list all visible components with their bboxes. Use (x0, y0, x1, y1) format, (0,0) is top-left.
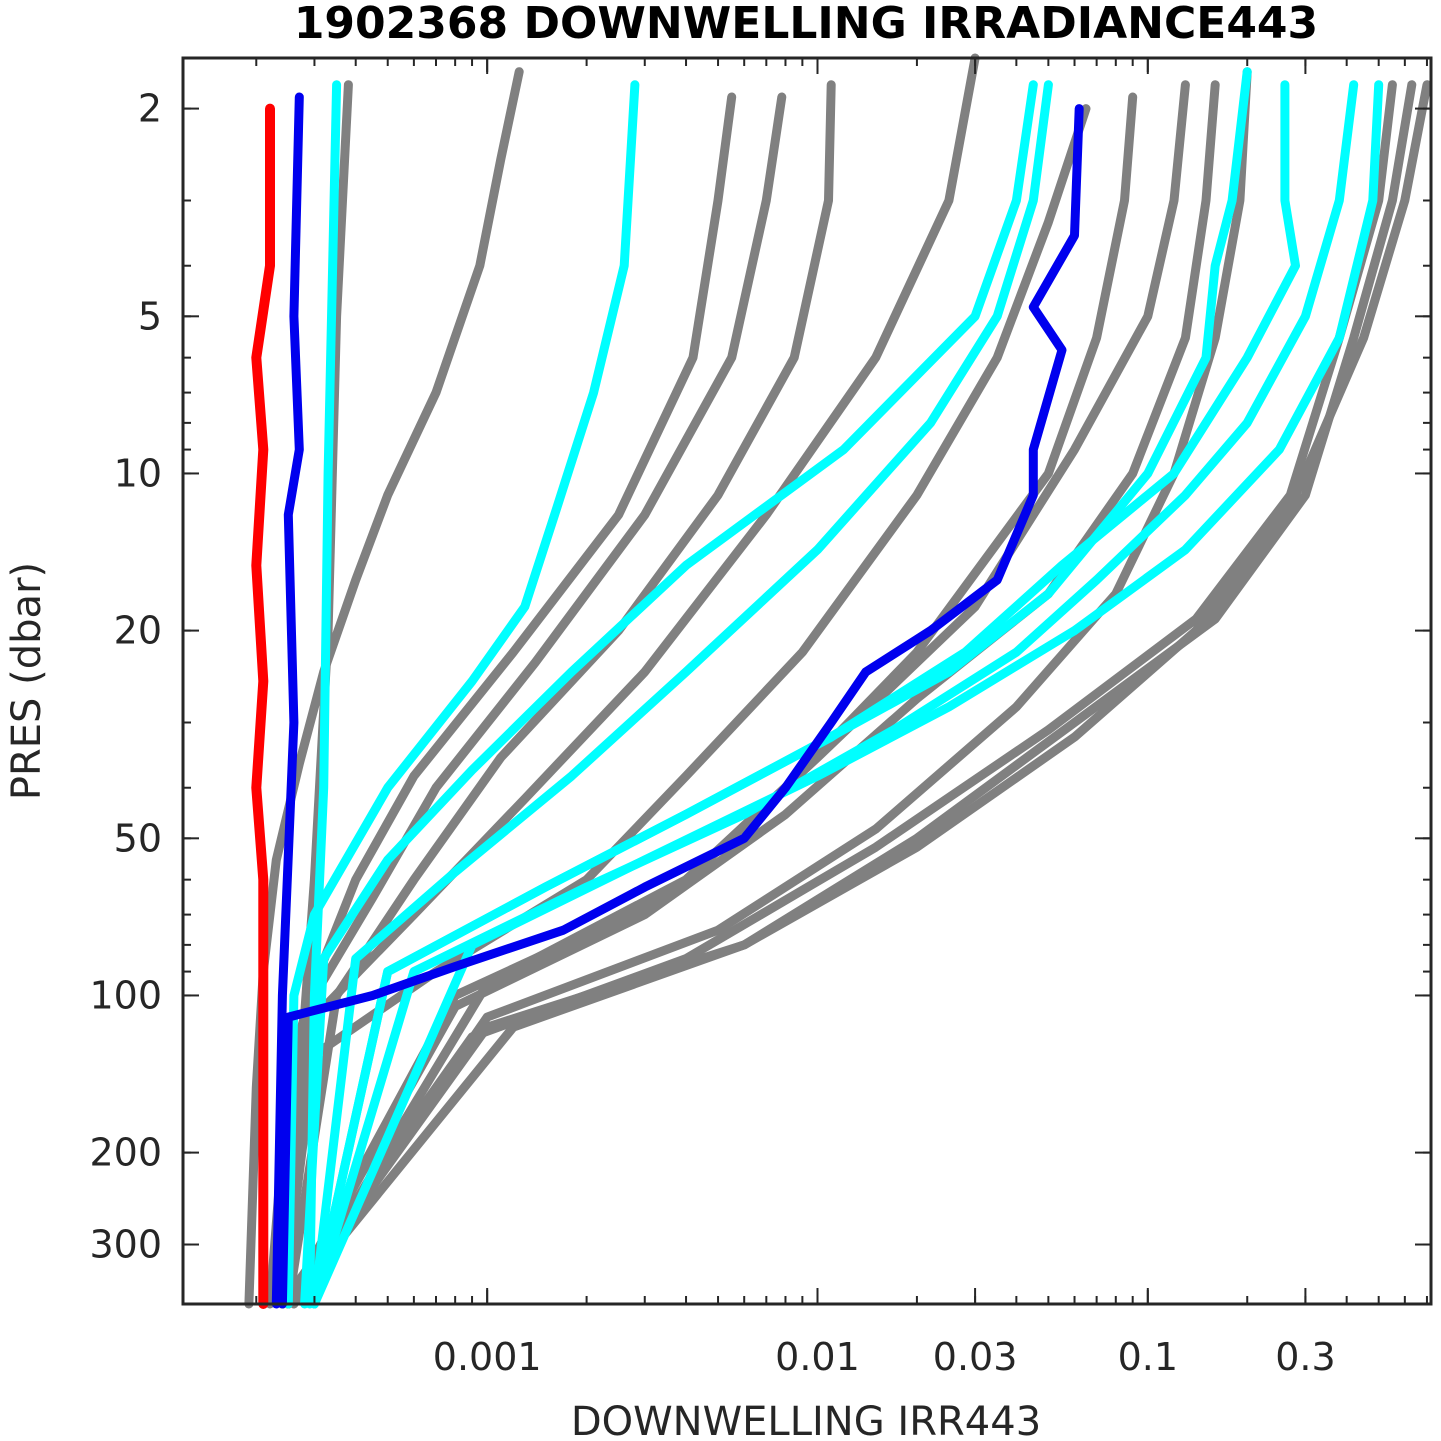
y-tick-label: 200 (89, 1131, 162, 1175)
y-axis-label: PRES (dbar) (4, 562, 50, 800)
series-line-older-9 (283, 67, 1252, 1309)
series-line-previous-23 (271, 92, 304, 1309)
y-tick-label: 5 (138, 294, 162, 338)
y-tick-label: 50 (114, 816, 162, 860)
series-line-older-4 (277, 53, 980, 1309)
series-line-recent-15 (300, 80, 1038, 1309)
x-tick-label: 0.1 (1118, 1335, 1178, 1379)
y-tick-label: 100 (89, 973, 162, 1017)
series-line-previous-22 (277, 104, 1084, 1309)
y-tick-label: 20 (114, 609, 162, 653)
series-line-recent-16 (309, 80, 1053, 1309)
plot-frame (181, 56, 1433, 1306)
series-layer (244, 53, 1432, 1309)
x-tick-label: 0.3 (1275, 1335, 1335, 1379)
series-line-recent-20 (309, 80, 1384, 1309)
series-line-recent-21 (305, 80, 342, 1309)
x-tick-label: 0.001 (433, 1335, 542, 1379)
chart-title: 1902368 DOWNWELLING IRRADIANCE443 (294, 0, 1318, 49)
y-tick-label: 10 (114, 451, 162, 495)
series-line-recent-18 (309, 80, 1300, 1309)
tick-layer: 0.001 0.01 0.03 0.1 0.3 2 5 10 20 50 100 200 300 (89, 58, 1431, 1379)
y-tick-label: 300 (89, 1223, 162, 1267)
x-tick-label: 0.01 (775, 1335, 860, 1379)
series-line-recent-14 (283, 80, 640, 1309)
x-tick-label: 0.03 (933, 1335, 1018, 1379)
series-line-older-2 (277, 92, 787, 1309)
series-line-latest-24 (251, 103, 275, 1309)
y-tick-label: 2 (138, 87, 162, 131)
series-line-older-7 (289, 80, 1190, 1309)
x-axis-label: DOWNWELLING IRR443 (571, 1399, 1041, 1441)
